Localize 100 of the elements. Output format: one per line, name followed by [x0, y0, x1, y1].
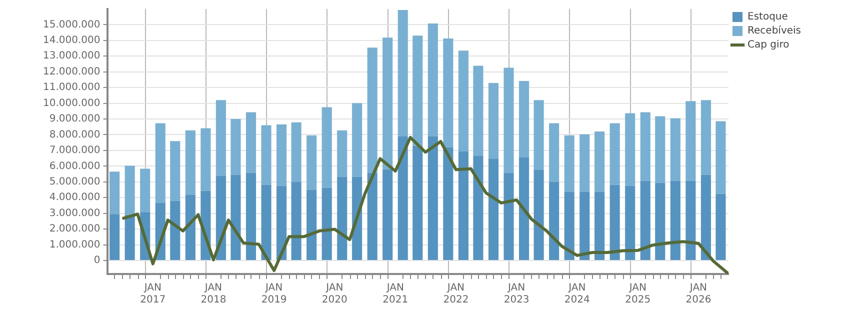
- x-tick-label: JAN 2024: [564, 282, 590, 306]
- x-tick-label: JAN 2022: [443, 282, 469, 306]
- bar: [549, 182, 560, 260]
- bar: [655, 116, 666, 183]
- x-tick-label: JAN 2021: [382, 282, 408, 306]
- bar: [655, 182, 666, 260]
- bar: [124, 166, 135, 215]
- legend-label: Cap giro: [748, 40, 790, 51]
- bar: [185, 130, 196, 195]
- bar: [246, 112, 256, 173]
- bar: [473, 156, 484, 260]
- x-tick-label: JAN 2023: [504, 282, 530, 306]
- y-tick-label: 8.000.000: [49, 129, 100, 140]
- bar: [488, 83, 499, 159]
- bar: [580, 134, 590, 192]
- bar: [458, 152, 468, 260]
- bar: [185, 194, 196, 260]
- bar: [155, 123, 166, 203]
- bar: [367, 48, 378, 173]
- y-tick-label: 6.000.000: [49, 160, 100, 172]
- bar: [428, 23, 438, 136]
- bar: [564, 135, 574, 192]
- bar: [519, 80, 530, 158]
- bar: [382, 169, 393, 260]
- bar: [322, 107, 332, 188]
- bar: [337, 176, 348, 260]
- bar: [230, 174, 241, 260]
- y-tick-label: 1.000.000: [49, 239, 100, 250]
- legend-label: Estoque: [748, 12, 788, 23]
- bar: [367, 172, 378, 260]
- bar: [140, 168, 150, 212]
- y-tick-label: 15.000.000: [42, 19, 100, 30]
- bar: [716, 121, 726, 194]
- bar: [458, 50, 468, 152]
- bar: [170, 200, 180, 260]
- bar: [640, 112, 650, 181]
- bar: [700, 100, 711, 175]
- bar: [291, 182, 302, 260]
- bar: [412, 36, 423, 146]
- bar: [670, 118, 680, 181]
- bar: [504, 68, 514, 173]
- bar: [276, 186, 287, 260]
- bar: [443, 147, 454, 260]
- y-tick-label: 5.000.000: [49, 176, 100, 188]
- bar: [594, 131, 605, 192]
- bar: [610, 184, 620, 260]
- bar: [488, 158, 499, 260]
- x-tick-label: JAN 2019: [261, 282, 287, 306]
- bar: [291, 122, 302, 182]
- bar: [519, 158, 530, 260]
- bar: [625, 113, 636, 186]
- bar: [640, 180, 650, 260]
- bar: [352, 103, 362, 177]
- bar: [625, 186, 636, 260]
- bar: [276, 124, 287, 186]
- bar: [473, 66, 484, 156]
- bar: [398, 10, 408, 136]
- bar: [306, 135, 317, 190]
- y-tick-label: 3.000.000: [49, 208, 100, 219]
- bar: [246, 172, 256, 260]
- bar: [534, 100, 544, 170]
- legend-label: Recebíveis: [748, 26, 802, 37]
- bar: [610, 123, 620, 185]
- y-tick-label: 10.000.000: [42, 98, 100, 109]
- bar: [230, 119, 241, 175]
- x-tick-label: JAN 2025: [625, 282, 651, 306]
- bar: [306, 190, 317, 260]
- bar: [124, 214, 135, 260]
- x-tick-label: JAN 2017: [140, 282, 166, 306]
- y-tick-label: 9.000.000: [49, 114, 100, 125]
- bar: [428, 136, 438, 260]
- x-tick-label: JAN 2020: [322, 282, 348, 306]
- bar: [382, 38, 393, 170]
- y-tick-label: 11.000.000: [42, 82, 100, 94]
- bar: [716, 194, 726, 260]
- x-tick-label: JAN 2018: [200, 282, 226, 306]
- bar: [110, 172, 120, 214]
- y-tick-label: 13.000.000: [42, 50, 100, 62]
- bar: [686, 101, 696, 181]
- bar: [534, 170, 544, 260]
- bar: [594, 192, 605, 260]
- bar: [504, 172, 514, 260]
- bar: [686, 180, 696, 260]
- bar: [670, 180, 680, 260]
- bar: [337, 130, 348, 177]
- y-tick-label: 2.000.000: [49, 224, 100, 235]
- y-tick-label: 7.000.000: [49, 145, 100, 156]
- y-tick-label: 4.000.000: [49, 192, 100, 204]
- bar: [261, 125, 272, 185]
- bar: [170, 141, 180, 201]
- y-tick-label: 14.000.000: [42, 35, 100, 46]
- y-tick-label: 12.000.000: [42, 66, 100, 78]
- bar: [564, 192, 574, 260]
- bar: [322, 188, 332, 260]
- bar: [216, 100, 226, 176]
- bar: [398, 136, 408, 260]
- bar: [110, 214, 120, 260]
- bar: [549, 123, 560, 182]
- bar: [412, 146, 423, 260]
- bar: [580, 192, 590, 260]
